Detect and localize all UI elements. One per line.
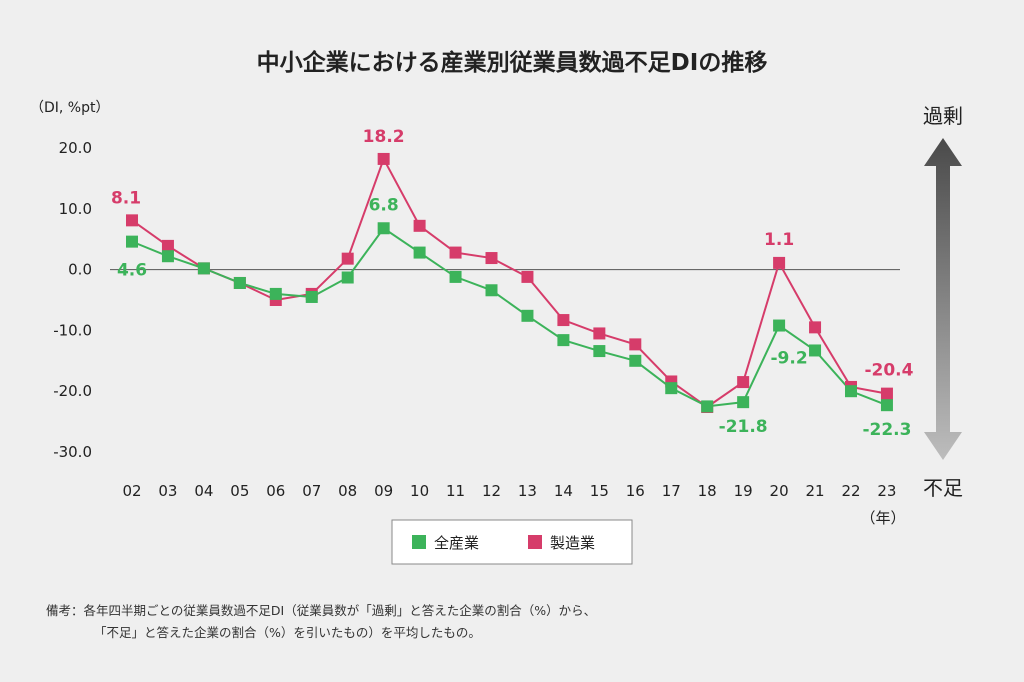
data-point-all-industries bbox=[413, 246, 426, 259]
data-point-manufacturing bbox=[485, 252, 498, 265]
data-point-manufacturing bbox=[629, 338, 642, 351]
x-tick-label: 15 bbox=[590, 482, 609, 500]
x-tick-label: 08 bbox=[338, 482, 357, 500]
data-point-all-industries bbox=[377, 222, 390, 235]
x-tick-label: 18 bbox=[698, 482, 717, 500]
data-point-manufacturing bbox=[773, 256, 786, 269]
data-point-all-industries bbox=[269, 287, 282, 300]
data-point-all-industries bbox=[485, 284, 498, 297]
data-point-all-industries bbox=[197, 262, 210, 275]
legend: 全産業 製造業 bbox=[391, 519, 633, 565]
legend-label-manufacturing: 製造業 bbox=[550, 534, 595, 552]
data-point-all-industries bbox=[593, 345, 606, 358]
data-point-all-industries bbox=[809, 344, 822, 357]
data-point-all-industries bbox=[629, 354, 642, 367]
chart-title: 中小企業における産業別従業員数過不足DIの推移 bbox=[257, 49, 768, 76]
legend-swatch-all-industries bbox=[412, 535, 426, 549]
y-axis-unit: （DI, %pt） bbox=[30, 100, 110, 116]
x-tick-label: 05 bbox=[230, 482, 249, 500]
x-tick-label: 13 bbox=[518, 482, 537, 500]
y-tick-label: -10.0 bbox=[53, 321, 92, 339]
x-tick-label: 23 bbox=[877, 482, 896, 500]
direction-arrow: 過剰 不足 bbox=[923, 104, 963, 500]
data-label: 1.1 bbox=[764, 230, 794, 250]
x-axis-ticks: 02 03 04 05 06 07 08 09 10 11 12 13 14 15 16 17 18 19 20 21… bbox=[122, 482, 896, 500]
data-point-manufacturing bbox=[413, 219, 426, 232]
data-label: -20.4 bbox=[864, 361, 913, 381]
x-tick-label: 12 bbox=[482, 482, 501, 500]
data-point-manufacturing bbox=[809, 321, 822, 334]
data-point-manufacturing bbox=[449, 246, 462, 259]
data-point-all-industries bbox=[557, 334, 570, 347]
data-point-all-industries bbox=[880, 399, 893, 412]
data-point-manufacturing bbox=[521, 270, 534, 283]
data-label: -9.2 bbox=[771, 349, 808, 369]
data-point-all-industries bbox=[665, 382, 678, 395]
series-line-manufacturing bbox=[131, 156, 888, 409]
x-tick-label: 04 bbox=[194, 482, 213, 500]
data-point-all-industries bbox=[773, 319, 786, 332]
footnote-line-2: 「不足」と答えた企業の割合（%）を引いたもの）を平均したもの。 bbox=[94, 625, 481, 640]
x-tick-label: 17 bbox=[662, 482, 681, 500]
data-point-all-industries bbox=[737, 396, 750, 409]
chart: 中小企業における産業別従業員数過不足DIの推移 （DI, %pt） 20.0 10… bbox=[30, 49, 963, 565]
x-tick-label: 07 bbox=[302, 482, 321, 500]
data-label: -22.3 bbox=[862, 420, 911, 440]
x-tick-label: 09 bbox=[374, 482, 393, 500]
x-tick-label: 14 bbox=[554, 482, 573, 500]
data-label: -21.8 bbox=[719, 417, 768, 437]
y-tick-label: 10.0 bbox=[59, 200, 92, 218]
legend-box bbox=[391, 519, 633, 565]
x-tick-label: 19 bbox=[734, 482, 753, 500]
x-tick-label: 16 bbox=[626, 482, 645, 500]
y-tick-label: 20.0 bbox=[59, 139, 92, 157]
x-tick-label: 21 bbox=[806, 482, 825, 500]
data-point-manufacturing bbox=[557, 314, 570, 327]
series-layer bbox=[126, 152, 893, 414]
x-tick-label: 10 bbox=[410, 482, 429, 500]
series-line-all-industries bbox=[131, 226, 888, 408]
y-tick-label: -20.0 bbox=[53, 382, 92, 400]
y-tick-label: -30.0 bbox=[53, 443, 92, 461]
data-label: 6.8 bbox=[369, 195, 399, 215]
x-tick-label: 02 bbox=[122, 482, 141, 500]
data-point-manufacturing bbox=[377, 152, 390, 165]
data-label: 4.6 bbox=[117, 261, 147, 281]
data-point-manufacturing bbox=[593, 327, 606, 340]
data-point-all-industries bbox=[161, 250, 174, 263]
data-point-manufacturing bbox=[126, 214, 138, 227]
footnote: 備考：各年四半期ごとの従業員数過不足DI（従業員数が「過剰」と答えた企業の割合（… bbox=[46, 600, 596, 644]
data-point-manufacturing bbox=[737, 376, 750, 389]
arrow-bottom-label: 不足 bbox=[923, 476, 963, 500]
x-tick-label: 20 bbox=[770, 482, 789, 500]
data-label: 18.2 bbox=[363, 127, 405, 147]
y-tick-label: 0.0 bbox=[68, 261, 92, 279]
arrow-top-label: 過剰 bbox=[923, 104, 963, 128]
y-axis-ticks: 20.0 10.0 0.0 -10.0 -20.0 -30.0 bbox=[53, 139, 92, 461]
data-point-all-industries bbox=[449, 270, 462, 283]
data-point-all-industries bbox=[233, 276, 246, 289]
legend-swatch-manufacturing bbox=[528, 535, 542, 549]
x-tick-label: 22 bbox=[841, 482, 860, 500]
x-axis-unit: （年） bbox=[860, 509, 905, 527]
data-point-manufacturing bbox=[880, 387, 893, 400]
data-point-all-industries bbox=[305, 290, 318, 303]
gradient-arrow-icon bbox=[924, 138, 962, 460]
data-point-all-industries bbox=[341, 271, 354, 284]
data-point-manufacturing bbox=[161, 239, 174, 252]
footnote-line-1: 備考：各年四半期ごとの従業員数過不足DI（従業員数が「過剰」と答えた企業の割合（… bbox=[46, 603, 597, 618]
data-point-all-industries bbox=[521, 309, 534, 322]
x-tick-label: 03 bbox=[158, 482, 177, 500]
data-labels: 4.6 6.8 -21.8 -9.2 -22.3 8.1 18.2 1.1 -20.4 bbox=[111, 127, 914, 440]
legend-label-all-industries: 全産業 bbox=[434, 534, 479, 552]
data-point-all-industries bbox=[845, 385, 857, 398]
x-tick-label: 06 bbox=[266, 482, 285, 500]
data-label: 8.1 bbox=[111, 188, 141, 208]
x-tick-label: 11 bbox=[446, 482, 465, 500]
data-point-all-industries bbox=[126, 235, 138, 248]
data-point-all-industries bbox=[701, 400, 714, 413]
data-point-manufacturing bbox=[341, 252, 354, 265]
